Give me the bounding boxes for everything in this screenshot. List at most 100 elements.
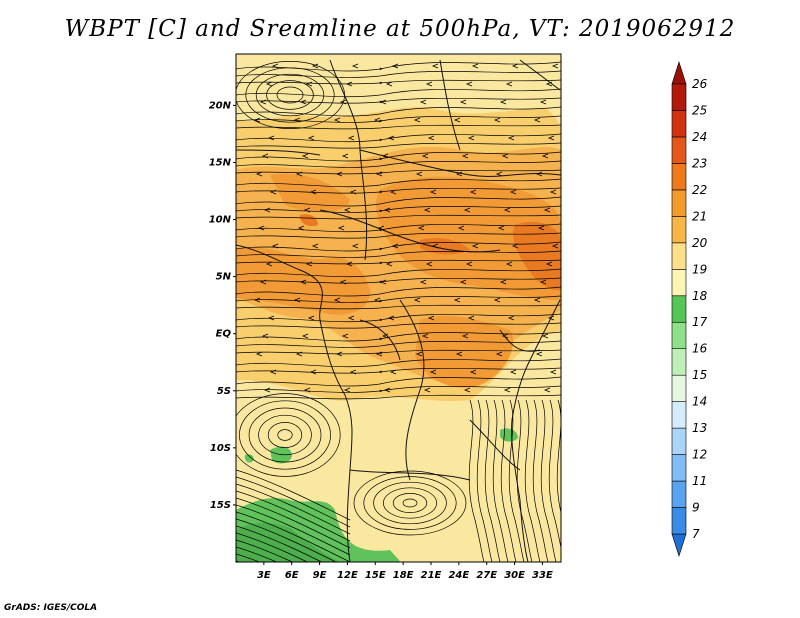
streamline-arrow — [429, 189, 437, 195]
streamline-arrow — [333, 297, 341, 303]
streamline-arrow — [351, 243, 359, 249]
streamline — [236, 518, 337, 562]
streamline — [484, 399, 501, 562]
streamline-arrow — [533, 117, 541, 123]
streamline-arrow — [455, 171, 463, 177]
colorbar-segment — [671, 454, 687, 482]
streamline — [245, 67, 335, 123]
streamline-arrow — [463, 387, 471, 393]
streamline-arrow — [263, 207, 271, 213]
streamline-arrow — [461, 333, 469, 339]
streamline — [258, 414, 312, 456]
streamline-arrow — [505, 81, 513, 87]
colorbar-min-triangle — [671, 533, 687, 557]
streamline-arrow — [347, 315, 355, 321]
streamline — [236, 483, 351, 535]
streamline — [255, 73, 325, 117]
streamline-arrow — [471, 63, 479, 69]
colorbar-level-label: 22 — [692, 183, 707, 197]
lon-label: 33E — [532, 570, 553, 581]
streamline-arrow — [427, 135, 435, 141]
streamline-arrow — [295, 171, 303, 177]
streamline — [492, 399, 509, 562]
colorbar-segment — [671, 427, 687, 455]
streamline-arrow — [509, 189, 517, 195]
colorbar-segment — [671, 110, 687, 138]
streamline-arrow — [549, 369, 557, 375]
streamline — [236, 250, 561, 258]
lat-label: 10S — [210, 443, 231, 454]
colorbar-segment — [671, 374, 687, 402]
streamline — [392, 493, 428, 513]
colorbar-segment — [671, 401, 687, 429]
streamline-arrow — [511, 63, 519, 69]
lat-label: EQ — [216, 329, 232, 340]
streamline-arrow — [295, 351, 303, 357]
streamline-arrow — [419, 99, 427, 105]
streamline-arrow — [337, 225, 345, 231]
streamline — [236, 160, 561, 168]
colorbar: 7 9 11 12 13 14 15 16 17 18 19 20 21 22 23 24 25 26 — [671, 61, 708, 557]
streamline — [236, 115, 561, 123]
streamline-arrow — [543, 387, 551, 393]
streamline-arrow — [465, 261, 473, 267]
streamline-arrow — [345, 261, 353, 267]
colorbar-level-label: 15 — [692, 368, 707, 382]
streamline-arrow — [263, 387, 271, 393]
colorbar-level-label: 11 — [692, 474, 707, 488]
lat-label: 10N — [209, 215, 232, 226]
lon-label: 6E — [285, 570, 299, 581]
streamline-arrow — [467, 315, 475, 321]
streamline-arrow — [469, 189, 477, 195]
streamline — [236, 304, 561, 310]
streamline-arrow — [547, 315, 555, 321]
streamline-arrow — [413, 297, 421, 303]
streamline-arrow — [533, 297, 541, 303]
streamline-arrow — [259, 99, 267, 105]
colorbar-level-label: 21 — [692, 209, 707, 223]
streamline-arrow — [429, 369, 437, 375]
streamline-arrow — [341, 153, 349, 159]
streamline-arrow — [421, 333, 429, 339]
streamline-arrow — [307, 135, 315, 141]
streamline-arrow — [387, 135, 395, 141]
streamline-arrow — [413, 117, 421, 123]
streamline-arrow — [305, 261, 313, 267]
streamline-arrow — [349, 369, 357, 375]
streamline — [476, 399, 493, 562]
streamline — [267, 422, 303, 448]
colorbar-segment — [671, 348, 687, 376]
streamline — [236, 268, 561, 278]
streamline — [236, 532, 309, 562]
streamline — [236, 313, 561, 323]
streamline-arrow — [431, 63, 439, 69]
streamline-arrow — [307, 315, 315, 321]
streamline-arrow — [391, 243, 399, 249]
streamline-arrow — [459, 279, 467, 285]
streamline — [236, 553, 261, 562]
streamline — [363, 476, 457, 530]
lon-label: 9E — [313, 570, 327, 581]
streamline-arrow — [493, 297, 501, 303]
streamline-arrow — [507, 135, 515, 141]
streamline-arrow — [385, 81, 393, 87]
streamline-arrow — [379, 279, 387, 285]
streamline — [236, 490, 351, 542]
streamline — [236, 340, 561, 348]
streamline — [236, 376, 561, 387]
longitude-labels: 3E 6E 9E 12E 15E 18E 21E 24E 27E 30E 33E — [257, 562, 553, 581]
streamline — [236, 88, 561, 98]
colorbar-segment — [671, 480, 687, 508]
streamline-arrow — [261, 333, 269, 339]
streamline — [532, 399, 549, 562]
streamline-arrow — [253, 117, 261, 123]
streamlines — [236, 61, 561, 562]
streamline-arrow — [347, 135, 355, 141]
streamline-arrow — [339, 99, 347, 105]
streamline-arrow — [303, 387, 311, 393]
streamline — [236, 142, 561, 149]
streamline — [402, 498, 418, 508]
streamline-arrow — [415, 351, 423, 357]
colorbar-level-label: 13 — [692, 421, 707, 435]
streamline-arrow — [341, 333, 349, 339]
